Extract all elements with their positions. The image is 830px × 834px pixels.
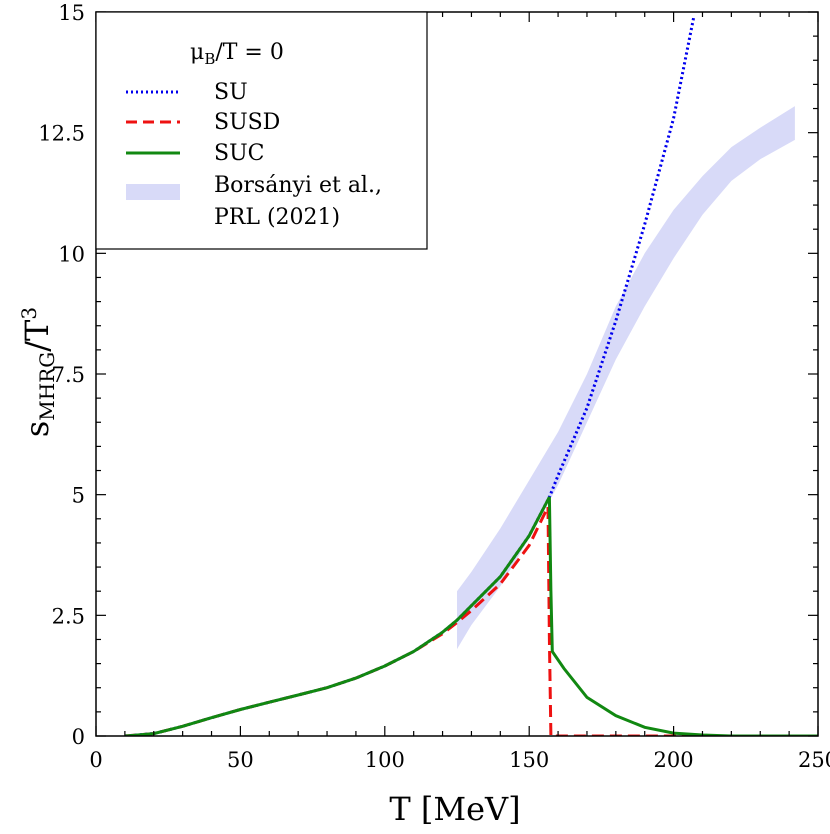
- legend-title-main: μ: [190, 40, 204, 65]
- y-tick-label: 2.5: [52, 604, 85, 628]
- series-suc-line: [124, 496, 818, 736]
- x-tick-label: 200: [654, 748, 694, 772]
- x-tick-label: 50: [227, 748, 254, 772]
- legend-label-susd: SUSD: [214, 110, 280, 135]
- x-tick-label: 250: [798, 748, 830, 772]
- x-tick-label: 150: [509, 748, 549, 772]
- x-axis-title: T [MeV]: [389, 790, 520, 828]
- y-axis-title-sup: 3: [17, 307, 41, 320]
- legend-label-su: SU: [214, 80, 248, 105]
- legend: μB/T = 0 SU SUSD SUC Borsányi et al., PR…: [95, 11, 428, 250]
- ticks-layer: 0 50 100 150 200 250 0 2.5 5 7.5 10 12.5 15: [38, 1, 830, 772]
- y-tick-label: 12.5: [38, 122, 85, 146]
- legend-title-sub: B: [204, 50, 215, 68]
- series-layer: [124, 16, 818, 736]
- y-tick-label: 10: [58, 242, 85, 266]
- legend-label-borsanyi-1: Borsányi et al.,: [214, 173, 382, 198]
- x-tick-label: 0: [89, 748, 102, 772]
- legend-title: μB/T = 0: [190, 40, 284, 68]
- legend-label-borsanyi-2: PRL (2021): [214, 205, 340, 230]
- plot-frame: [95, 11, 819, 737]
- y-tick-label: 7.5: [52, 363, 85, 387]
- legend-swatch-borsanyi: [126, 184, 180, 200]
- legend-label-suc: SUC: [214, 141, 264, 166]
- x-tick-label: 100: [365, 748, 405, 772]
- y-tick-label: 0: [72, 725, 85, 749]
- y-axis-title-rest: /T: [18, 319, 56, 352]
- y-axis-title-sub: MHRG: [35, 352, 59, 421]
- legend-title-rest: /T = 0: [215, 40, 284, 65]
- y-axis-title: sMHRG/T3: [17, 307, 59, 437]
- y-tick-label: 15: [58, 1, 85, 25]
- y-tick-label: 5: [72, 484, 85, 508]
- legend-box: [95, 11, 428, 250]
- y-axis-title-main: s: [18, 421, 56, 437]
